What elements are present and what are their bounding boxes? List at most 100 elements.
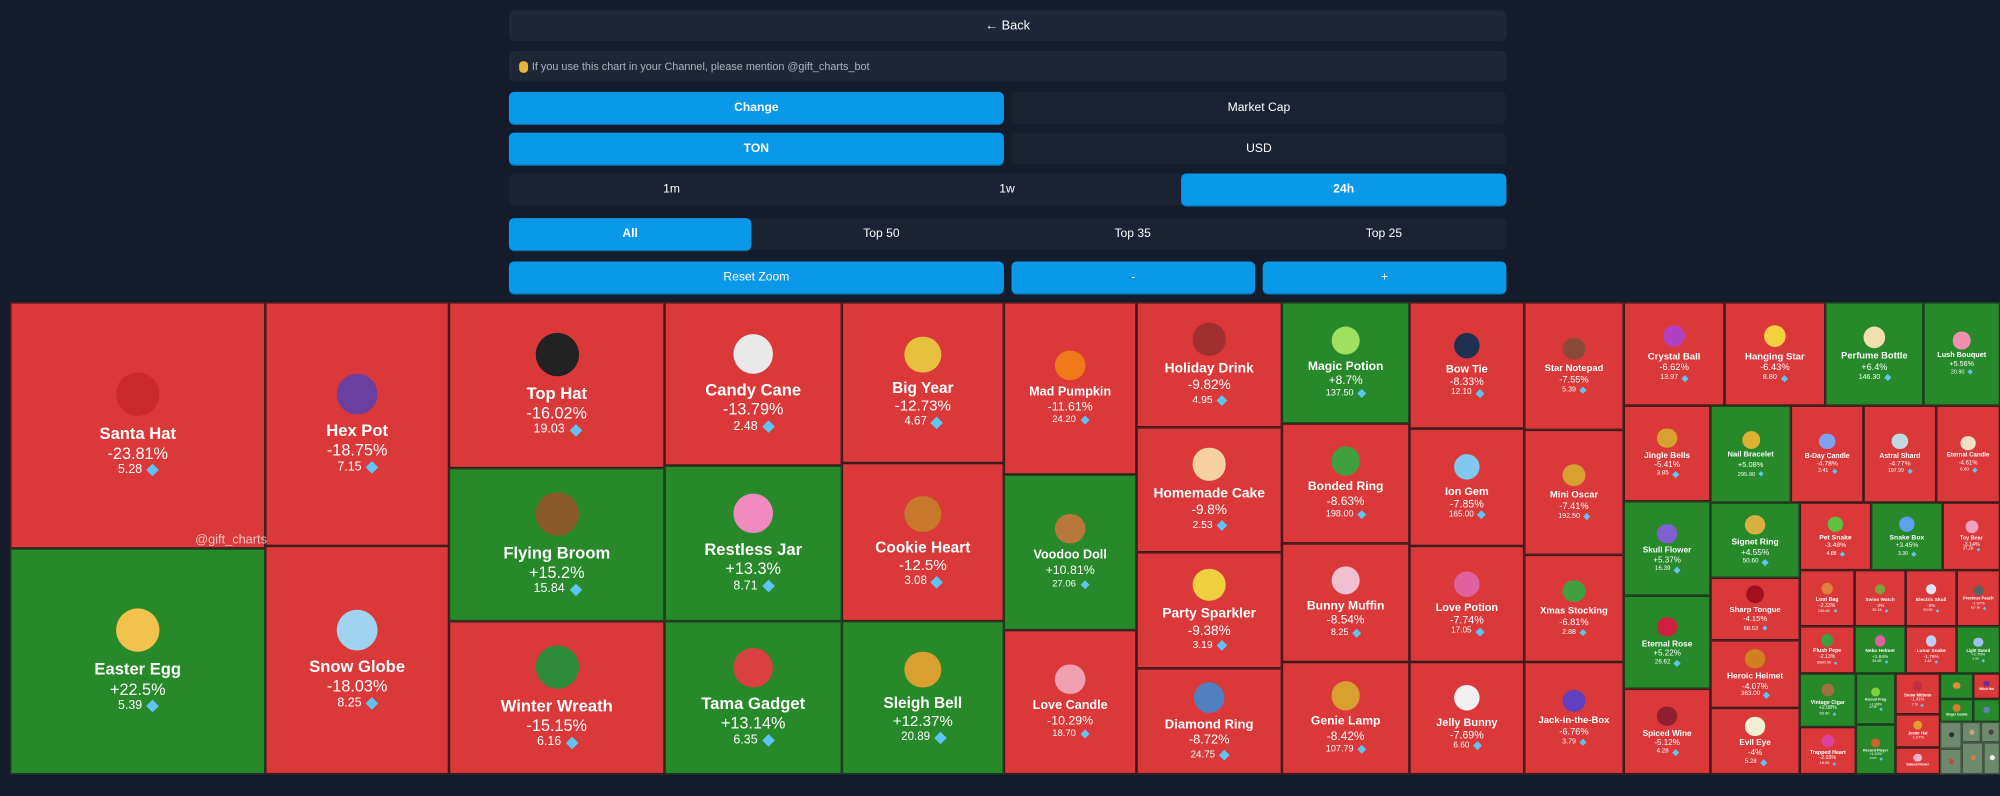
treemap-tile[interactable] [1973,698,2000,722]
treemap-tile[interactable]: Vintage Cigar +2.08% 53.90 [1799,673,1856,728]
treemap-tile[interactable]: Holiday Drink -9.82% 4.95 [1136,302,1282,428]
treemap-tile[interactable] [1983,742,2000,775]
tile-name: Sakura Flower [1906,763,1930,768]
treemap-tile[interactable]: Sakura Flower [1895,747,1941,775]
tile-price: 137.50 [1325,388,1354,399]
treemap-tile[interactable]: Diamond Ring -8.72% 24.75 [1136,668,1282,775]
period-1w-button[interactable]: 1w [844,173,1170,206]
period-24h-button[interactable]: 24h [1181,173,1507,206]
treemap-tile[interactable]: Lush Bouquet +5.56% 20.90 [1923,302,2000,406]
scope-top25-button[interactable]: Top 25 [1262,218,1506,250]
treemap-tile[interactable]: Star Notepad -7.55% 5.39 [1524,302,1624,430]
gift-icon [1331,326,1360,355]
treemap-tile[interactable]: Genie Lamp -8.42% 107.79 [1281,661,1410,775]
treemap-tile[interactable]: Electric Skull -2% 53.90 [1905,570,1957,627]
treemap-tile[interactable]: Pet Snake -3.48% 4.88 [1799,502,1872,571]
treemap-tile[interactable]: Swiss Watch -2% 59.18 [1854,570,1906,627]
treemap-tile[interactable]: Magic Potion +8.7% 137.50 [1281,302,1410,424]
treemap-tile[interactable]: Xmas Stocking -6.81% 2.88 [1524,554,1624,662]
treemap-tile[interactable]: Loot Bag -2.33% 136.60 [1799,570,1855,627]
treemap-tile[interactable]: Voodoo Doll +10.81% 27.06 [1003,474,1137,631]
treemap-tile[interactable]: Astral Shard -4.77% 197.99 [1863,405,1937,503]
tile-name: Light Sword [1966,647,1991,653]
treemap-tile[interactable]: Crystal Ball -6.62% 13.97 [1623,302,1725,406]
treemap-tile[interactable]: Lunar Snake -1.79% 2.42 [1905,626,1957,674]
treemap-tile[interactable] [1940,673,1974,699]
treemap-tile[interactable] [1961,721,1981,743]
treemap-tile[interactable]: Nail Bracelet +5.08% 295.90 [1710,405,1791,503]
treemap-tile[interactable]: Party Sparkler -9.38% 3.19 [1136,552,1282,669]
treemap-tile[interactable]: Jester Hat -1.07% [1895,714,1941,748]
treemap-tile[interactable] [1940,721,1962,749]
currency-usd-button[interactable]: USD [1011,132,1507,165]
reset-zoom-button[interactable]: Reset Zoom [508,261,1004,294]
zoom-in-button[interactable]: + [1262,261,1507,294]
treemap-tile[interactable] [1961,742,1984,775]
treemap-tile[interactable]: Eternal Candle -4.61% 6.60 [1936,405,2000,503]
treemap-tile[interactable]: Ion Gem -7.85% 165.00 [1409,428,1525,546]
treemap-tile[interactable]: Mad Pumpkin -11.61% 24.20 [1003,302,1137,475]
treemap-tile[interactable]: Sleigh Bell +12.37% 20.89 [841,621,1004,775]
treemap-tile[interactable]: Heroic Helmet -4.07% 363.00 [1710,640,1800,708]
treemap-tile[interactable]: Love Potion -7.74% 17.05 [1409,545,1525,662]
treemap-tile[interactable]: Skull Flower +5.37% 16.39 [1623,501,1711,596]
treemap-tile[interactable]: Light Sword +1.75% 6.38 [1956,626,2000,674]
tile-change: +5.08% [1737,461,1764,469]
scope-top50-button[interactable]: Top 50 [760,218,1003,250]
treemap-tile[interactable]: Jingle Bells -5.41% 3.85 [1623,405,1711,502]
treemap-tile[interactable]: Bonded Ring -8.63% 198.00 [1281,423,1410,544]
treemap-tile[interactable]: Toy Bear -3.14% 37.29 [1942,502,2000,571]
period-1m-button[interactable]: 1m [508,173,835,206]
treemap-tile[interactable]: Bunny Muffin -8.54% 8.25 [1281,543,1410,662]
ton-diamond-icon [1983,607,1987,611]
treemap-tile[interactable]: Restless Jar +13.3% 8.71 [664,465,842,622]
tile-price-row: 18.70 [1052,728,1090,740]
treemap-tile[interactable]: Homemade Cake -9.8% 2.53 [1136,427,1282,553]
currency-ton-button[interactable]: TON [508,132,1004,165]
treemap-tile[interactable]: Santa Hat -23.81% 5.28 [10,302,266,549]
treemap-tile[interactable]: Plush Pepe -2.13% 5060.00 [1799,626,1855,674]
treemap-tile[interactable]: Top Hat -16.02% 19.03 [448,302,665,469]
treemap-tile[interactable]: Cookie Heart -12.5% 3.08 [841,463,1004,622]
treemap-tile[interactable]: Kissed Frog +1.88% 67.58 [1855,673,1896,725]
treemap-tile[interactable]: Candy Cane -13.79% 2.48 [664,302,842,466]
treemap-tile[interactable]: Ginger Cookie [1940,698,1974,722]
treemap-tile[interactable]: Signet Ring +4.55% 50.60 [1710,502,1800,578]
treemap-tile[interactable]: Evil Eye -4% 5.28 [1710,707,1800,775]
treemap-tile[interactable]: Easter Egg +22.5% 5.39 [10,548,266,775]
treemap-tile[interactable]: Precious Peach -1.97% 657.80 [1956,570,2000,627]
treemap-tile[interactable]: Snow Globe -18.03% 8.25 [265,545,449,775]
treemap-tile[interactable]: Hex Pot -18.75% 7.15 [265,302,449,546]
treemap-tile[interactable]: Winter Wreath -15.15% 6.16 [448,621,665,775]
treemap-tile[interactable]: Neko Helmet +1.84% 54.89 [1854,626,1906,674]
treemap-tile[interactable]: Witch Hat [1973,673,2000,699]
treemap-tile[interactable]: Bow Tie -8.33% 12.10 [1409,302,1525,429]
mode-change-button[interactable]: Change [508,91,1004,124]
treemap-tile[interactable] [1980,721,2000,743]
treemap-tile[interactable]: Spiced Wine -5.12% 4.28 [1623,688,1711,775]
back-button[interactable]: ← Back [508,10,1507,41]
treemap-tile[interactable] [1940,748,1962,775]
scope-all-button[interactable]: All [508,218,752,250]
treemap-tile[interactable]: B-Day Candle -4.78% 2.41 [1790,405,1864,503]
tile-price-row: 198.00 [1326,509,1367,520]
treemap-tile[interactable]: Trapped Heart -2.03% 15.95 [1799,727,1856,775]
treemap-tile[interactable]: Jelly Bunny -7.69% 6.60 [1409,661,1525,775]
treemap-tile[interactable]: Love Candle -10.29% 18.70 [1003,630,1137,775]
treemap-tile[interactable]: Jack-in-the-Box -6.76% 3.79 [1524,661,1624,775]
treemap-tile[interactable]: Big Year -12.73% 4.67 [841,302,1004,464]
treemap-tile[interactable]: Sharp Tongue -4.15% 68.53 [1710,577,1800,641]
zoom-out-button[interactable]: - [1011,261,1256,294]
mode-market-cap-button[interactable]: Market Cap [1011,91,1507,124]
treemap-tile[interactable]: Record Player +1.53% 14.83 [1855,724,1896,775]
tile-name: Evil Eye [1739,738,1771,748]
treemap-tile[interactable]: Snow Mittens -1.41% 7.70 [1895,673,1941,715]
scope-top35-button[interactable]: Top 35 [1011,218,1254,250]
treemap-tile[interactable]: Eternal Rose +5.22% 26.62 [1623,595,1711,689]
treemap-tile[interactable]: Perfume Bottle +6.4% 146.30 [1825,302,1924,406]
treemap-tile[interactable]: Snake Box +3.45% 3.30 [1871,502,1943,571]
treemap-tile[interactable]: Hanging Star -6.43% 8.80 [1724,302,1826,406]
treemap-tile[interactable]: Mini Oscar -7.41% 192.50 [1524,429,1624,555]
treemap-tile[interactable]: Flying Broom +15.2% 15.84 [448,468,665,622]
treemap-tile[interactable]: Tama Gadget +13.14% 6.35 [664,621,842,775]
